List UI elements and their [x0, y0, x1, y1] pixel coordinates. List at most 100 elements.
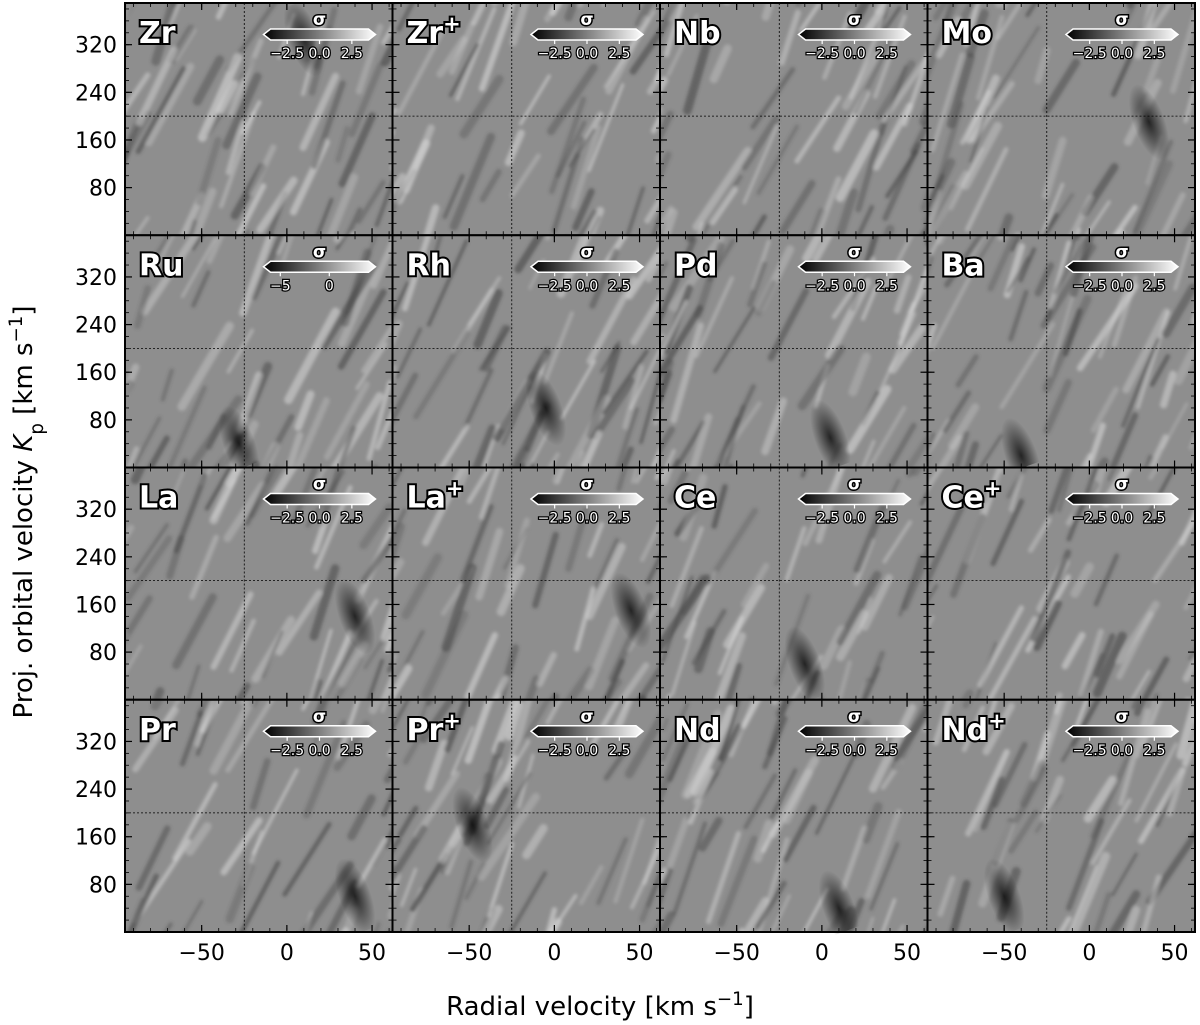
colorbar-tick-label: 0.0 [576, 278, 598, 294]
colorbar-gradient [1064, 492, 1180, 506]
x-tick-label: 0 [280, 941, 294, 966]
x-tick-label: 50 [1161, 941, 1189, 966]
colorbar-tick-label: −2.5 [270, 743, 304, 759]
ccf-texture [392, 3, 660, 236]
y-tick-label: 80 [89, 641, 117, 666]
panel-pr: Pr σ −2.5 0.0 2.5 [124, 698, 394, 935]
colorbar-gradient [262, 725, 377, 738]
panel-nd: Nd σ −2.5 0.0 2.5 [659, 698, 929, 947]
colorbar-tick-label: −2.5 [1073, 278, 1107, 294]
y-tick-label: 320 [75, 498, 117, 523]
signal-feature [334, 578, 376, 655]
colorbar-tick-label: −2.5 [1073, 511, 1107, 527]
colorbar: σ −2.5 0.0 2.5 [1064, 9, 1180, 63]
panel-frame [926, 698, 1196, 933]
signal-feature [218, 405, 260, 482]
panel-nb: Nb σ −2.5 0.0 2.5 [659, 2, 929, 237]
colorbar-tick-label: 2.5 [1143, 511, 1165, 527]
colorbar-tick-label: 2.5 [876, 743, 898, 759]
species-label: Nd+ [942, 709, 1006, 748]
panel-background [927, 699, 1195, 932]
colorbar: σ −2.5 0.0 2.5 [529, 241, 645, 296]
species-label: Rh [407, 248, 451, 283]
y-tick-label: 240 [75, 778, 117, 803]
ccf-texture [660, 3, 928, 236]
colorbar-tick-label: −2.5 [270, 511, 304, 527]
species-label: Pd [674, 248, 717, 283]
ccf-texture [660, 467, 928, 700]
y-tick-label: 240 [75, 81, 117, 106]
colorbar: σ −2.5 0.0 2.5 [262, 9, 377, 63]
colorbar-tick-label: −2.5 [1073, 46, 1107, 62]
y-tick-label: 320 [75, 266, 117, 291]
signal-feature [784, 626, 826, 703]
panel-ce-ion: Ce+ σ −2.5 0.0 2.5 [926, 466, 1196, 701]
colorbar-tick-label: 2.5 [608, 46, 630, 62]
panel-ru: Ru σ −5 0 [124, 234, 394, 482]
species-label: Pr+ [407, 709, 461, 748]
colorbar-tick-label: 0.0 [1111, 278, 1133, 294]
colorbar: σ −2.5 0.0 2.5 [529, 473, 645, 528]
colorbar-gradient [797, 260, 912, 273]
x-tick-label: 50 [358, 941, 386, 966]
colorbar-title: σ [313, 707, 326, 727]
ccf-texture [125, 467, 393, 700]
colorbar-tick-label: 0.0 [308, 46, 330, 62]
colorbar-tick-label: 0 [325, 278, 334, 294]
colorbar: σ −2.5 0.0 2.5 [797, 473, 912, 528]
colorbar-tick-label: −2.5 [270, 46, 304, 62]
species-label: Nd [674, 713, 721, 748]
colorbar-title: σ [1115, 707, 1128, 727]
colorbar-tick-label: 2.5 [876, 278, 898, 294]
colorbar-tick-label: 0.0 [843, 511, 865, 527]
colorbar-title: σ [1115, 242, 1128, 262]
colorbar-tick-label: −2.5 [1073, 743, 1107, 759]
panel-la-ion: La+ σ −2.5 0.0 2.5 [391, 466, 661, 701]
y-tick-label: 80 [89, 177, 117, 202]
colorbar-gradient [1064, 725, 1180, 738]
y-tick-label: 160 [75, 826, 117, 851]
colorbar-tick-label: 0.0 [576, 46, 598, 62]
y-tick-label: 240 [75, 314, 117, 339]
colorbar-gradient [262, 260, 377, 273]
colorbar-tick-label: 2.5 [341, 511, 363, 527]
x-tick-label: −50 [446, 941, 492, 966]
colorbar-gradient [262, 492, 377, 506]
axes: 80 160 240 320 80 160 240 320 80 160 240 320 80 160 24… [75, 34, 1189, 966]
signal-feature [610, 572, 652, 649]
colorbar-gradient [1064, 260, 1180, 273]
x-tick-label: −50 [178, 941, 224, 966]
colorbar-tick-label: 0.0 [1111, 46, 1133, 62]
colorbar-tick-label: 0.0 [576, 743, 598, 759]
colorbar-tick-label: 2.5 [1143, 278, 1165, 294]
panel-zr-ion: Zr+ σ −2.5 0.0 2.5 [391, 2, 661, 237]
ccf-texture [927, 699, 1195, 932]
species-label: Zr+ [407, 12, 461, 51]
colorbar-title: σ [848, 475, 861, 495]
species-label: Mo [942, 16, 992, 51]
colorbar-tick-label: −2.5 [805, 743, 839, 759]
species-label: Nb [674, 16, 721, 51]
colorbar-tick-label: −2.5 [538, 278, 572, 294]
colorbar-tick-label: 2.5 [608, 743, 630, 759]
panel-la: La σ −2.5 0.0 2.5 [124, 466, 394, 701]
colorbar-title: σ [580, 10, 593, 30]
species-label: La+ [407, 477, 464, 516]
colorbar-tick-label: −2.5 [538, 743, 572, 759]
colorbar-title: σ [313, 242, 326, 262]
colorbar: σ −2.5 0.0 2.5 [262, 473, 377, 528]
colorbar-title: σ [580, 475, 593, 495]
y-tick-label: 320 [75, 730, 117, 755]
colorbar-tick-label: −5 [270, 278, 291, 294]
species-label: Zr [139, 16, 176, 51]
colorbar-tick-label: −2.5 [805, 278, 839, 294]
ccf-texture [392, 467, 660, 700]
colorbar-gradient [529, 725, 645, 738]
species-label: Ce+ [942, 477, 1002, 516]
x-tick-label: 0 [815, 941, 829, 966]
colorbar-title: σ [1115, 475, 1128, 495]
x-tick-label: 50 [626, 941, 654, 966]
panel-ce: Ce σ −2.5 0.0 2.5 [659, 466, 929, 703]
colorbar: σ −2.5 0.0 2.5 [797, 241, 912, 296]
